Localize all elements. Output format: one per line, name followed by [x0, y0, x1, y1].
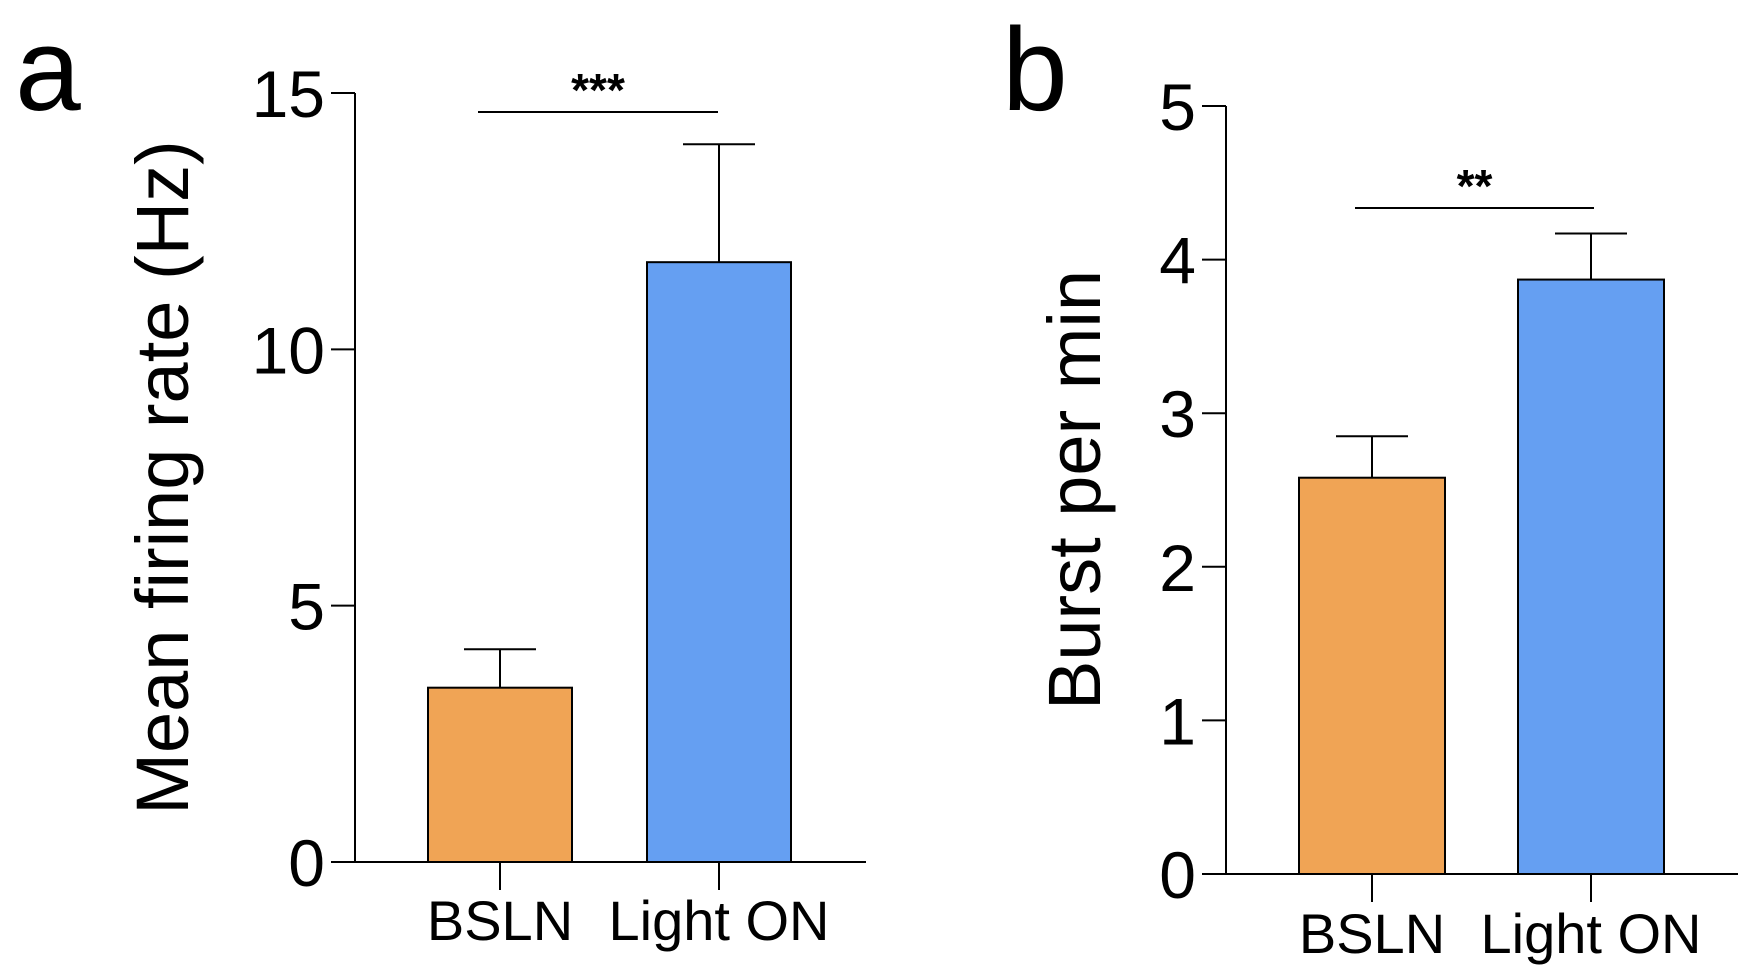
significance-marker: **	[1457, 160, 1493, 212]
y-tick-label: 10	[252, 313, 325, 387]
significance-marker: ***	[571, 64, 625, 116]
y-tick-label: 1	[1159, 684, 1196, 758]
y-tick-label: 5	[1159, 70, 1196, 144]
x-tick-label-light-on: Light ON	[1481, 902, 1702, 965]
y-axis-title-1: Burst per min	[1033, 270, 1116, 710]
y-tick-label: 0	[288, 826, 325, 900]
bar-light-on	[646, 261, 792, 863]
y-tick-label: 15	[252, 57, 325, 131]
x-tick-label-light-on: Light ON	[609, 889, 830, 952]
panel-label-b: b	[1002, 4, 1068, 136]
x-tick-label-bsln: BSLN	[1299, 902, 1445, 965]
y-tick-label: 5	[288, 570, 325, 644]
y-tick-label: 3	[1159, 377, 1196, 451]
panel-label-a: a	[15, 4, 81, 136]
y-axis-title-0: Mean firing rate (Hz)	[121, 140, 204, 814]
bar-bsln	[1298, 476, 1446, 875]
y-tick-label: 2	[1159, 531, 1196, 605]
x-tick-label-bsln: BSLN	[427, 889, 573, 952]
bar-bsln	[427, 686, 573, 864]
y-tick-label: 0	[1159, 838, 1196, 912]
y-tick-label: 4	[1159, 224, 1196, 298]
bar-light-on	[1517, 278, 1665, 875]
